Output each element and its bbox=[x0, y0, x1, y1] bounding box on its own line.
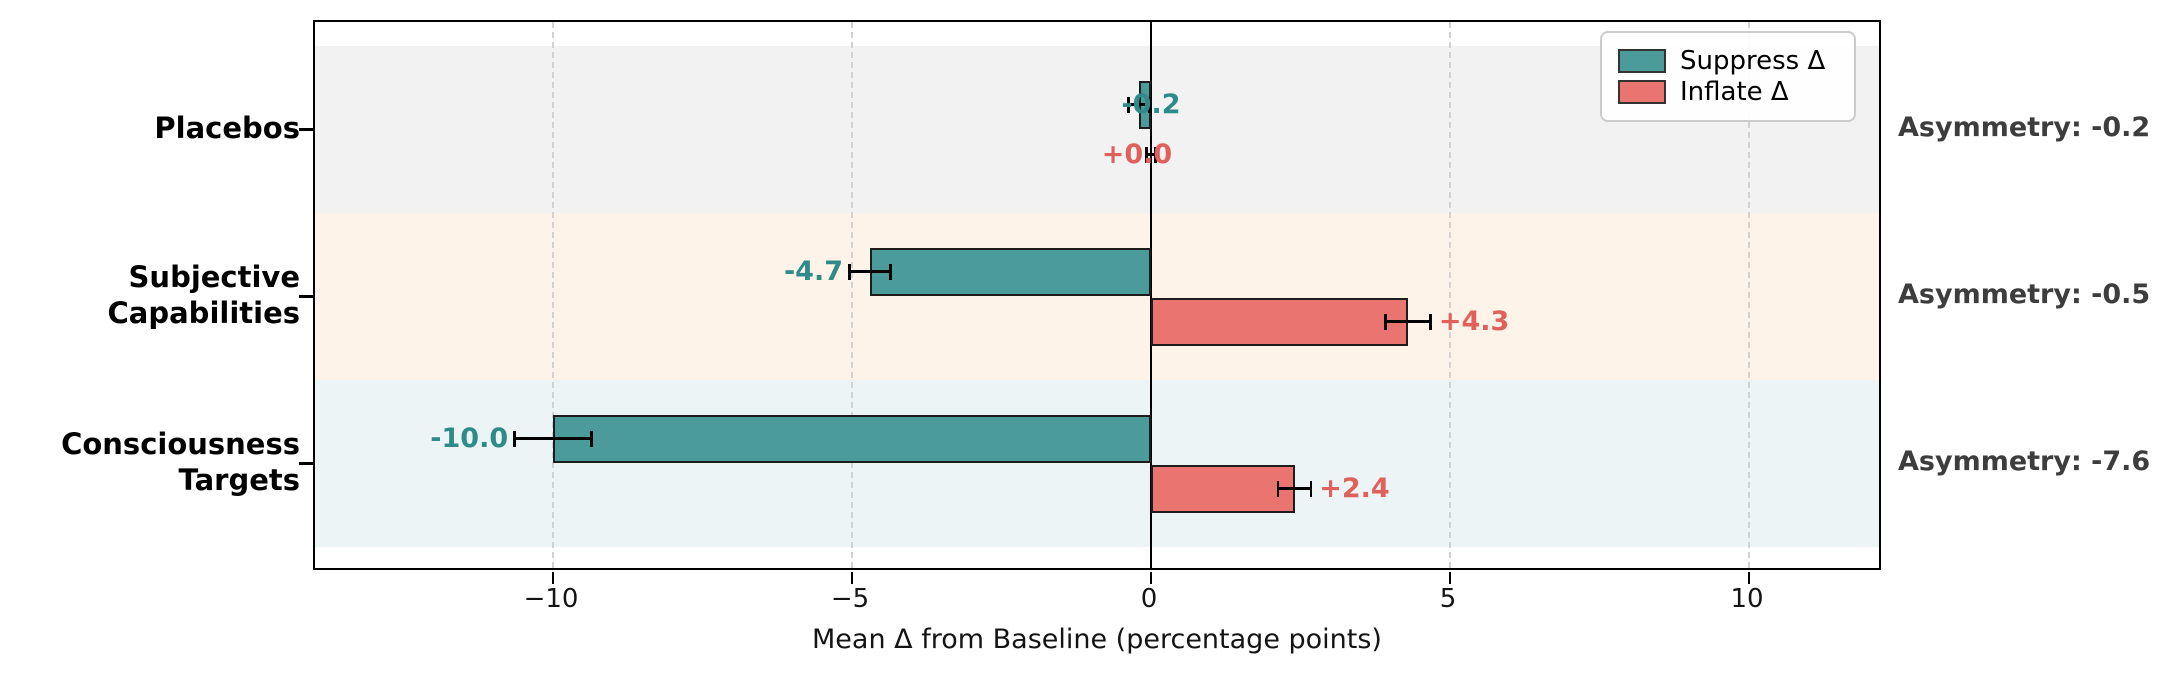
y-axis-category-label: Subjective Capabilities bbox=[107, 259, 301, 330]
bar-value-label: -10.0 bbox=[430, 423, 509, 454]
error-bar-cap bbox=[1145, 146, 1148, 163]
bar-value-label: +4.3 bbox=[1438, 306, 1510, 337]
zero-line bbox=[1149, 22, 1153, 568]
error-bar-cap bbox=[1429, 313, 1432, 330]
error-bar-cap bbox=[1154, 146, 1157, 163]
x-tick-label: −5 bbox=[830, 584, 870, 614]
gridline bbox=[552, 22, 554, 568]
asymmetry-annotation: Asymmetry: -7.6 bbox=[1898, 445, 2151, 477]
legend-entry-suppress: Suppress Δ bbox=[1618, 46, 1838, 76]
error-bar bbox=[849, 270, 891, 273]
x-tick-mark bbox=[1448, 572, 1452, 584]
x-tick-label: 10 bbox=[1730, 584, 1764, 614]
y-axis-category-label: Placebos bbox=[154, 110, 300, 145]
x-axis-title: Mean Δ from Baseline (percentage points) bbox=[812, 624, 1382, 655]
x-tick-mark bbox=[1747, 572, 1751, 584]
inflate-bar bbox=[1151, 464, 1295, 513]
category-band bbox=[315, 213, 1879, 380]
x-tick-mark bbox=[1149, 572, 1153, 584]
gridline bbox=[1748, 22, 1750, 568]
y-tick-mark bbox=[299, 295, 313, 298]
error-bar-cap bbox=[1127, 96, 1130, 113]
error-bar-cap bbox=[590, 430, 593, 447]
error-bar-cap bbox=[1276, 480, 1280, 497]
x-tick-label: 5 bbox=[1439, 584, 1457, 614]
error-bar-cap bbox=[1148, 96, 1151, 113]
error-bar bbox=[1277, 487, 1312, 490]
legend-label-inflate: Inflate Δ bbox=[1680, 77, 1789, 108]
error-bar-cap bbox=[1309, 480, 1313, 497]
suppress-bar bbox=[869, 247, 1151, 296]
x-tick-label: 0 bbox=[1140, 584, 1158, 614]
asymmetry-annotation: Asymmetry: -0.2 bbox=[1898, 111, 2151, 143]
bar-value-label: +2.4 bbox=[1319, 473, 1390, 504]
x-tick-label: −10 bbox=[523, 584, 579, 614]
legend: Suppress Δ Inflate Δ bbox=[1600, 31, 1856, 122]
bar-value-label: -4.7 bbox=[783, 256, 843, 287]
bar-value-label: -0.2 bbox=[1121, 89, 1181, 120]
error-bar bbox=[1146, 153, 1156, 156]
error-bar-cap bbox=[848, 263, 851, 280]
error-bar-cap bbox=[1384, 313, 1387, 330]
inflate-bar bbox=[1151, 297, 1409, 346]
gridline bbox=[1449, 22, 1451, 568]
category-band bbox=[315, 380, 1879, 547]
error-bar-cap bbox=[889, 263, 892, 280]
bar-value-label: +0.0 bbox=[1101, 139, 1173, 170]
error-bar bbox=[1128, 103, 1150, 106]
error-bar bbox=[514, 437, 592, 440]
error-bar-cap bbox=[513, 430, 516, 447]
legend-label-suppress: Suppress Δ bbox=[1680, 45, 1826, 76]
legend-swatch-suppress-icon bbox=[1618, 48, 1666, 73]
x-tick-mark bbox=[850, 572, 854, 584]
y-axis-category-label: Consciousness Targets bbox=[61, 426, 300, 497]
gridline bbox=[851, 22, 853, 568]
x-tick-mark bbox=[551, 572, 555, 584]
legend-swatch-inflate-icon bbox=[1618, 80, 1666, 105]
suppress-bar bbox=[553, 414, 1151, 463]
legend-entry-inflate: Inflate Δ bbox=[1618, 77, 1838, 107]
error-bar bbox=[1385, 320, 1431, 323]
y-tick-mark bbox=[299, 462, 313, 465]
asymmetry-annotation: Asymmetry: -0.5 bbox=[1898, 278, 2151, 310]
y-tick-mark bbox=[299, 128, 313, 131]
